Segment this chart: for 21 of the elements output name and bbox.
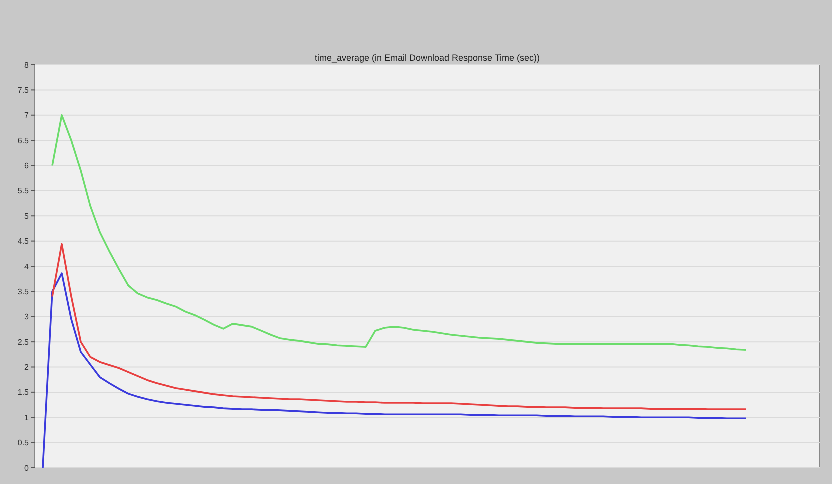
line-series <box>52 243 747 410</box>
y-tick-label: 5 <box>24 212 30 221</box>
y-tick-label: 4.5 <box>18 237 30 246</box>
y-tick-label: 5.5 <box>18 186 30 196</box>
y-tick-label: 0.5 <box>18 438 30 448</box>
chart-title: time_average (in Email Download Response Time (sec)) <box>314 53 540 63</box>
y-tick-label: 0 <box>24 464 30 473</box>
y-tick-label: 1.5 <box>18 388 30 398</box>
y-tick-label: 8 <box>24 60 30 70</box>
line-series <box>42 272 747 469</box>
y-tick-label: 7.5 <box>18 86 30 95</box>
y-tick-label: 3 <box>24 312 30 322</box>
y-tick-label: 1 <box>24 413 30 422</box>
y-tick-label: 6.5 <box>18 136 30 146</box>
y-tick-label: 4 <box>24 262 30 272</box>
line-series <box>52 114 747 352</box>
y-tick-label: 7 <box>24 111 30 120</box>
y-tick-label: 2.5 <box>18 338 30 347</box>
y-tick-label: 6 <box>24 162 30 171</box>
y-tick-label: 2 <box>24 363 30 372</box>
y-tick-label: 3.5 <box>18 287 30 296</box>
